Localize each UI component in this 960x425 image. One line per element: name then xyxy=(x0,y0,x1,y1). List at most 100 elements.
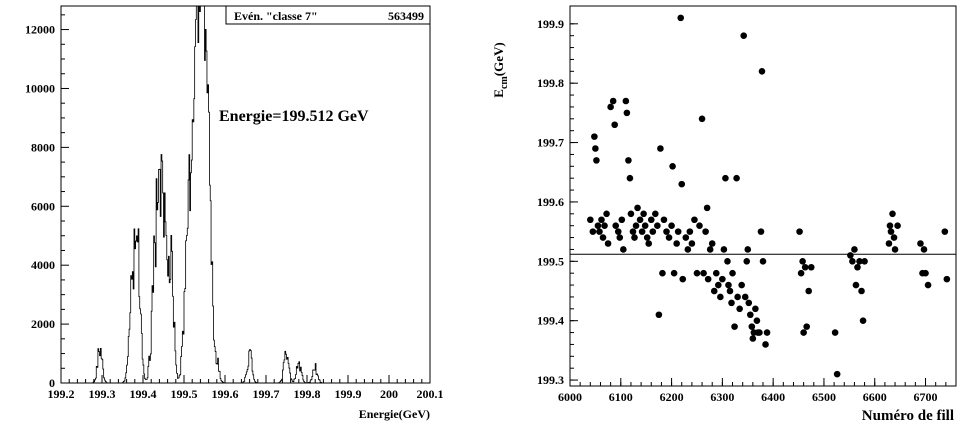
data-point xyxy=(657,145,664,152)
data-point xyxy=(638,228,646,235)
data-point xyxy=(684,246,692,253)
data-point xyxy=(757,228,765,235)
y-tick-label: 199.5 xyxy=(537,254,564,268)
data-point xyxy=(592,145,599,152)
y-tick-label: 199.7 xyxy=(537,136,564,150)
data-point xyxy=(740,32,747,39)
data-point xyxy=(943,275,951,283)
data-point xyxy=(728,299,735,307)
data-point xyxy=(733,174,740,182)
data-point xyxy=(924,281,932,289)
data-point xyxy=(616,234,624,241)
plot-frame xyxy=(60,5,431,384)
data-point xyxy=(861,258,868,265)
y-tick-label: 199.6 xyxy=(537,195,564,209)
data-point xyxy=(587,216,594,224)
x-tick-label: 6600 xyxy=(863,390,887,404)
data-point xyxy=(729,269,736,277)
data-point xyxy=(611,121,618,129)
data-point xyxy=(731,323,738,330)
data-point xyxy=(647,216,655,224)
data-point xyxy=(715,281,722,289)
data-point xyxy=(890,234,898,241)
data-point xyxy=(603,210,610,218)
data-point xyxy=(763,329,771,336)
x-tick-label: 200.1 xyxy=(417,387,444,401)
data-point xyxy=(800,329,807,336)
plot-frame xyxy=(569,5,957,387)
data-point xyxy=(682,234,690,241)
data-point xyxy=(889,210,896,218)
data-point xyxy=(722,174,729,182)
data-point xyxy=(691,216,698,224)
data-point xyxy=(693,269,701,277)
x-tick-label: 199.2 xyxy=(48,387,75,401)
data-point xyxy=(625,157,632,164)
data-point xyxy=(762,341,769,348)
data-point xyxy=(618,216,626,224)
x-tick-label: 6000 xyxy=(558,390,582,404)
data-point xyxy=(801,263,809,271)
data-point xyxy=(623,109,631,117)
data-point xyxy=(858,287,865,295)
y-tick-label: 8000 xyxy=(31,140,55,154)
y-tick-label: 199.9 xyxy=(537,17,564,31)
data-point xyxy=(654,222,661,229)
y-tick-label: 6000 xyxy=(31,199,55,213)
data-point xyxy=(710,287,718,295)
data-point xyxy=(805,287,813,295)
energy-annotation: Energie=199.512 GeV xyxy=(219,108,369,125)
data-point xyxy=(920,246,928,253)
data-point xyxy=(847,252,854,259)
data-point xyxy=(724,258,731,265)
data-point xyxy=(596,228,603,235)
data-point xyxy=(859,317,867,324)
data-point xyxy=(941,228,949,235)
data-point xyxy=(696,222,703,229)
stats-box-value: 563499 xyxy=(388,9,424,23)
data-point xyxy=(741,293,749,301)
x-tick-label: 199.5 xyxy=(171,387,198,401)
data-point xyxy=(607,103,614,111)
data-point xyxy=(599,234,607,241)
data-point xyxy=(679,275,687,283)
data-point xyxy=(891,246,899,253)
data-point xyxy=(598,216,605,224)
data-point xyxy=(738,281,745,289)
x-tick-label: 199.7 xyxy=(253,387,280,401)
x-tick-label: 6200 xyxy=(660,390,684,404)
data-point xyxy=(706,246,714,253)
data-point xyxy=(698,115,706,123)
data-point xyxy=(831,329,839,336)
data-point xyxy=(614,228,622,235)
x-tick-label: 6700 xyxy=(914,390,938,404)
data-point xyxy=(885,240,893,247)
data-point xyxy=(645,240,653,247)
data-point xyxy=(594,222,602,229)
x-tick-label: 199.8 xyxy=(294,387,321,401)
data-point xyxy=(688,240,696,247)
data-point xyxy=(659,269,666,277)
stats-box xyxy=(225,5,431,25)
data-point xyxy=(669,163,676,170)
data-point xyxy=(677,14,685,22)
data-point xyxy=(636,216,644,224)
y-tick-label: 4000 xyxy=(31,258,55,272)
data-point xyxy=(591,133,598,140)
y-tick-label: 0 xyxy=(49,376,55,390)
data-point xyxy=(752,305,759,313)
data-point xyxy=(849,258,856,265)
histogram-outline xyxy=(61,5,430,384)
x-tick-label: 6100 xyxy=(609,390,633,404)
data-point xyxy=(796,228,803,235)
y-tick-label: 199.4 xyxy=(537,314,564,328)
data-point xyxy=(717,293,724,301)
data-point xyxy=(726,287,734,295)
data-point xyxy=(641,222,649,229)
data-point xyxy=(670,269,678,277)
data-point xyxy=(702,228,709,235)
data-point xyxy=(589,228,597,235)
data-point xyxy=(917,240,924,247)
data-point xyxy=(668,222,675,229)
data-point xyxy=(708,240,716,247)
